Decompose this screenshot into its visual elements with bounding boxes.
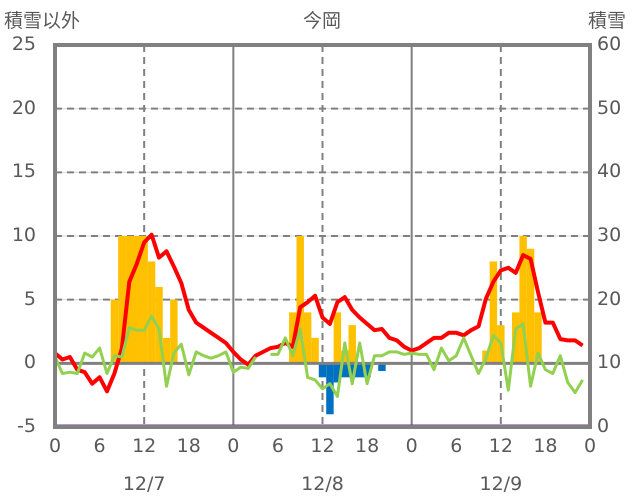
day-label: 12/9 xyxy=(479,473,523,495)
red-line xyxy=(53,232,584,394)
x-tick: 0 xyxy=(405,435,418,457)
y-tick-left: 20 xyxy=(11,96,36,119)
right-axis-title: 積雪 xyxy=(588,10,627,32)
increase-bar xyxy=(311,337,319,364)
increase-bar xyxy=(489,261,498,364)
x-tick: 12 xyxy=(310,435,335,457)
decrease-bar xyxy=(363,363,371,378)
increase-bar xyxy=(526,248,535,364)
y-tick-left: 25 xyxy=(11,33,36,55)
x-tick: 12 xyxy=(132,435,157,457)
y-tick-left: 0 xyxy=(23,351,36,374)
y-tick-right: 20 xyxy=(597,287,622,310)
y-tick-left: 15 xyxy=(11,160,36,183)
day-label: 12/7 xyxy=(122,473,166,495)
increase-bar xyxy=(110,299,119,364)
decrease-bar xyxy=(355,363,364,378)
increase-bar xyxy=(296,236,304,364)
decrease-bar xyxy=(318,363,327,378)
increase-bar xyxy=(162,337,171,364)
left-axis-title: 積雪以外 xyxy=(4,10,81,32)
increase-bar xyxy=(133,236,141,364)
increase-bar xyxy=(170,299,178,364)
decrease-bar xyxy=(378,363,386,371)
chart-title: 今岡 xyxy=(303,10,342,32)
x-tick: 18 xyxy=(354,435,380,457)
increase-bar xyxy=(333,312,342,364)
day-label: 12/8 xyxy=(301,473,344,495)
y-tick-right: 30 xyxy=(597,224,622,246)
y-tick-right: 40 xyxy=(597,160,622,183)
increase-bar xyxy=(303,312,312,364)
decrease-bar xyxy=(341,363,349,378)
increase-bar xyxy=(534,312,542,364)
decrease-bar xyxy=(333,363,342,383)
y-tick-left: -5 xyxy=(17,415,36,437)
decrease-bar xyxy=(326,363,334,415)
plot-frame xyxy=(53,43,592,429)
x-tick: 0 xyxy=(227,435,240,457)
y-tick-right: 60 xyxy=(597,33,622,55)
y-tick-left: 5 xyxy=(23,287,36,310)
x-tick: 18 xyxy=(176,435,201,457)
x-tick: 0 xyxy=(48,435,62,457)
increase-bar xyxy=(348,325,356,364)
increase-bar xyxy=(155,286,163,364)
x-tick: 12 xyxy=(488,435,513,457)
x-tick: 0 xyxy=(583,435,597,457)
increase-bar xyxy=(341,350,349,364)
x-tick: 6 xyxy=(271,435,284,457)
x-tick: 18 xyxy=(533,435,558,457)
x-tick: 6 xyxy=(450,435,463,457)
x-tick: 6 xyxy=(93,435,106,457)
increase-bar xyxy=(147,261,156,364)
y-tick-right: 50 xyxy=(597,96,622,119)
y-tick-right: 0 xyxy=(597,415,610,437)
decrease-bar xyxy=(348,363,356,378)
green-line xyxy=(53,314,584,398)
increase-bar xyxy=(118,236,126,364)
y-tick-left: 10 xyxy=(11,224,36,246)
increase-bar xyxy=(519,236,527,364)
y-tick-right: 10 xyxy=(597,351,622,374)
increase-bar xyxy=(140,236,148,364)
